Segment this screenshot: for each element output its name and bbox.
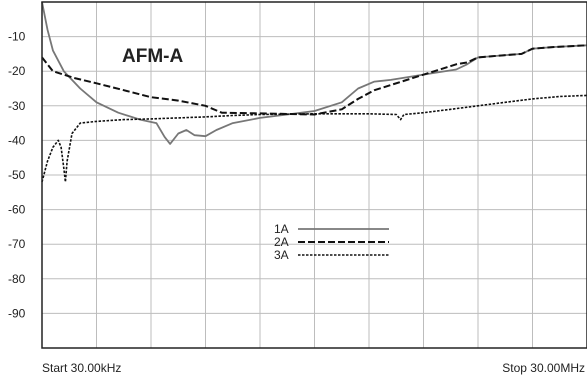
y-tick-label: -80	[8, 272, 26, 286]
y-axis-ticks: -10 -20 -30 -40 -50 -60 -70 -80 -90	[8, 30, 26, 321]
y-tick-label: -90	[8, 306, 26, 320]
y-tick-label: -60	[8, 203, 26, 217]
stop-frequency-label: Stop 30.00MHz	[502, 361, 585, 375]
grid	[42, 2, 587, 348]
legend-label-2A: 2A	[274, 235, 289, 249]
plot-frame	[41, 1, 587, 349]
legend-label-3A: 3A	[274, 248, 289, 262]
y-tick-label: -10	[8, 30, 26, 44]
y-tick-label: -70	[8, 237, 26, 251]
chart-title: AFM-A	[122, 46, 183, 67]
series-layer	[41, 1, 587, 183]
y-tick-label: -40	[8, 133, 26, 147]
start-frequency-label: Start 30.00kHz	[42, 361, 121, 375]
y-tick-label: -50	[8, 168, 26, 182]
y-tick-label: -20	[8, 64, 26, 78]
series-line-2A	[41, 44, 587, 116]
y-tick-label: -30	[8, 99, 26, 113]
legend-label-1A: 1A	[274, 222, 289, 236]
